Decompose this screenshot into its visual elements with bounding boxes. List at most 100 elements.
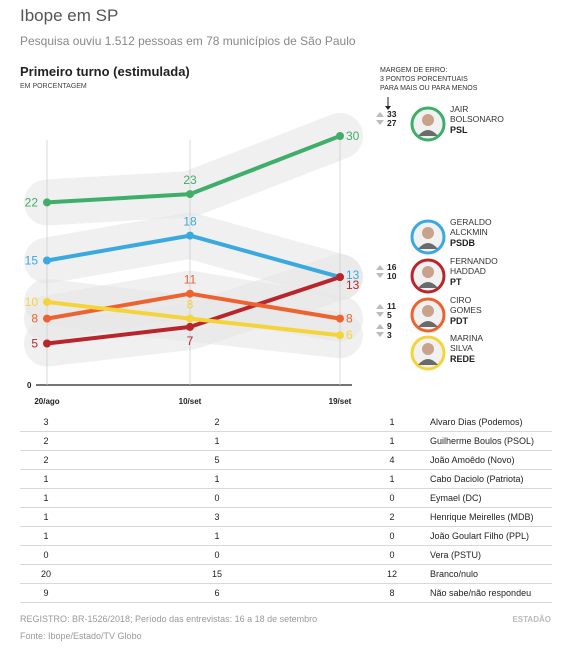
page-subtitle: Pesquisa ouviu 1.512 pessoas em 78 munic… [20, 34, 356, 48]
candidate-party: PSDB [450, 238, 476, 248]
data-label: 6 [346, 328, 353, 342]
data-point [336, 132, 344, 140]
line-chart: 020/ago 10/set 19/set 22 23 30 15 18 13 5 7 13 8 11 8 1… [24, 97, 504, 406]
candidate-party: REDE [450, 354, 475, 364]
data-point [186, 190, 194, 199]
down-triangle-icon [376, 273, 384, 278]
table-cell: 1 [20, 507, 72, 527]
data-label: 10 [25, 295, 39, 309]
table-row: 2 1 1 Guilherme Boulos (PSOL) [20, 431, 552, 451]
table-cell: 0 [20, 545, 72, 565]
avatar-body-icon [418, 282, 438, 288]
table-row: 0 0 0 Vera (PSTU) [20, 545, 552, 565]
table-cell: 0 [72, 488, 362, 508]
up-triangle-icon [376, 304, 384, 309]
margin-upper: 33 [387, 109, 397, 119]
down-triangle-icon [376, 120, 384, 125]
data-point [186, 314, 194, 323]
candidate-name: GOMES [450, 305, 482, 315]
margin-lower: 5 [387, 310, 392, 320]
table-cell: 1 [362, 413, 422, 432]
data-label: 11 [184, 273, 197, 287]
data-label: 5 [31, 337, 38, 351]
table-cell: 1 [362, 431, 422, 451]
data-point [336, 314, 344, 323]
table-cell: 8 [362, 583, 422, 603]
down-triangle-icon [376, 312, 384, 317]
table-cell: 0 [362, 545, 422, 565]
data-label: 23 [183, 173, 197, 187]
other-candidates-table: 3 2 1 Alvaro Dias (Podemos) 2 1 1 Guilherme Bou… [20, 413, 552, 603]
avatar-head-icon [422, 114, 434, 126]
avatar-body-icon [418, 130, 438, 136]
data-point [186, 289, 194, 298]
table-candidate-name: João Goulart Filho (PPL) [422, 526, 552, 546]
chart-title: Primeiro turno (estimulada) [20, 64, 190, 79]
x-tick-label: 19/set [329, 397, 352, 406]
table-cell: 2 [20, 431, 72, 451]
up-triangle-icon [376, 324, 384, 329]
data-point [336, 273, 344, 282]
margin-note-line: MARGEM DE ERRO: [380, 67, 448, 74]
table-candidate-name: Eymael (DC) [422, 488, 552, 508]
table-cell: 2 [20, 450, 72, 470]
page-title: Ibope em SP [20, 6, 119, 25]
candidate-party: PSL [450, 125, 468, 135]
table-cell: 1 [20, 469, 72, 489]
table-cell: 2 [72, 413, 362, 432]
table-candidate-name: Alvaro Dias (Podemos) [422, 413, 552, 432]
avatar-body-icon [418, 243, 438, 249]
margin-lower: 3 [387, 330, 392, 340]
table-row: 1 1 0 João Goulart Filho (PPL) [20, 526, 552, 546]
down-triangle-icon [376, 332, 384, 337]
data-point [43, 314, 51, 323]
table-cell: 15 [72, 564, 362, 584]
data-point [336, 331, 344, 340]
candidate-party: PDT [450, 316, 469, 326]
data-point [43, 198, 51, 207]
data-label: 7 [187, 334, 194, 348]
avatar-head-icon [422, 343, 434, 355]
candidate-name: GERALDO [450, 217, 492, 227]
table-candidate-name: Branco/nulo [422, 564, 552, 584]
candidate-name: JAIR [450, 104, 468, 114]
table-cell: 0 [72, 545, 362, 565]
candidate-name: HADDAD [450, 266, 486, 276]
avatar-body-icon [418, 359, 438, 365]
table-cell: 6 [72, 583, 362, 603]
table-cell: 1 [72, 431, 362, 451]
avatar-body-icon [418, 321, 438, 327]
table-cell: 1 [72, 469, 362, 489]
margin-upper: 16 [387, 262, 397, 272]
table-cell: 3 [72, 507, 362, 527]
registration-note: REGISTRO: BR-1526/2018; Período das entr… [20, 614, 318, 624]
table-row: 1 0 0 Eymael (DC) [20, 488, 552, 508]
candidate-party: PT [450, 277, 462, 287]
table-cell: 1 [362, 469, 422, 489]
table-cell: 2 [362, 507, 422, 527]
chart-unit-label: EM PORCENTAGEM [20, 83, 87, 90]
table-row: 3 2 1 Alvaro Dias (Podemos) [20, 413, 552, 432]
y-zero-label: 0 [27, 381, 32, 390]
margin-note-line: 3 PONTOS PORCENTUAIS [380, 76, 468, 83]
data-label: 15 [25, 254, 39, 268]
data-label: 13 [346, 278, 360, 292]
candidate-name: MARINA [450, 333, 483, 343]
data-label: 22 [25, 195, 39, 209]
margin-lower: 10 [387, 271, 397, 281]
table-cell: 0 [362, 526, 422, 546]
table-candidate-name: João Amoêdo (Novo) [422, 450, 552, 470]
candidate-name: BOLSONARO [450, 114, 504, 124]
table-candidate-name: Não sabe/não respondeu [422, 583, 552, 603]
avatar-head-icon [422, 266, 434, 278]
table-candidate-name: Vera (PSTU) [422, 545, 552, 565]
data-point [43, 298, 51, 306]
data-point [186, 231, 194, 240]
avatar-head-icon [422, 227, 434, 239]
data-label: 13 [346, 268, 360, 282]
margin-note-line: PARA MAIS OU PARA MENOS [380, 85, 478, 92]
source-note: Fonte: Ibope/Estado/TV Globo [20, 631, 142, 641]
data-label: 8 [346, 312, 353, 326]
data-point [186, 322, 194, 331]
table-cell: 9 [20, 583, 72, 603]
